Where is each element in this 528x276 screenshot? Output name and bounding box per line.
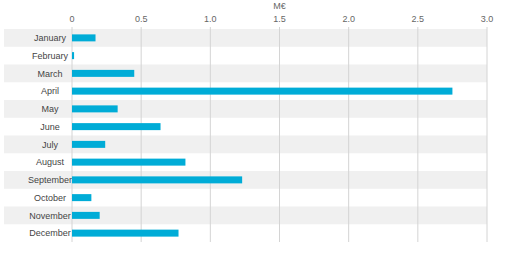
category-label: January <box>34 33 67 43</box>
bar <box>72 70 134 77</box>
grid-line <box>279 27 280 242</box>
bar <box>72 88 452 95</box>
category-label: November <box>29 211 71 221</box>
tick-label: 3.0 <box>481 14 494 24</box>
grid-line <box>417 27 418 242</box>
tick-label: 2.5 <box>412 14 425 24</box>
grid-line <box>210 27 211 242</box>
bar <box>72 230 179 237</box>
row-band <box>4 29 487 47</box>
tick-label: 0 <box>69 14 74 24</box>
category-label: May <box>41 104 59 114</box>
bar <box>72 141 105 148</box>
category-label: April <box>41 86 59 96</box>
bars <box>72 34 452 236</box>
grid-line <box>141 27 142 242</box>
grid-line <box>348 27 349 242</box>
chart-svg: 0 0.5 1.0 1.5 2.0 2.5 3.0 M€ January February Marc… <box>0 0 528 276</box>
bar <box>72 159 185 166</box>
row-band <box>4 100 487 118</box>
category-label: March <box>37 69 62 79</box>
row-band <box>4 65 487 83</box>
bar <box>72 123 161 130</box>
bar <box>72 212 100 219</box>
tick-label: 1.5 <box>273 14 286 24</box>
axis-label: M€ <box>273 1 286 11</box>
row-band <box>4 136 487 154</box>
grid-line <box>72 27 73 242</box>
category-label: October <box>34 193 66 203</box>
category-label: February <box>32 51 69 61</box>
category-label: August <box>36 157 65 167</box>
tick-label: 2.0 <box>342 14 355 24</box>
category-label: December <box>29 228 71 238</box>
grid-line <box>487 27 488 242</box>
row-band <box>4 207 487 225</box>
category-label: June <box>40 122 60 132</box>
tick-label: 1.0 <box>204 14 217 24</box>
category-label: September <box>28 175 72 185</box>
row-band <box>4 171 487 189</box>
chart-container: 0 0.5 1.0 1.5 2.0 2.5 3.0 M€ January February Marc… <box>0 0 528 276</box>
tick-label: 0.5 <box>135 14 148 24</box>
category-label: July <box>42 140 59 150</box>
bar <box>72 176 242 183</box>
bar <box>72 34 96 41</box>
bar <box>72 52 74 59</box>
bar <box>72 105 118 112</box>
bar <box>72 194 91 201</box>
